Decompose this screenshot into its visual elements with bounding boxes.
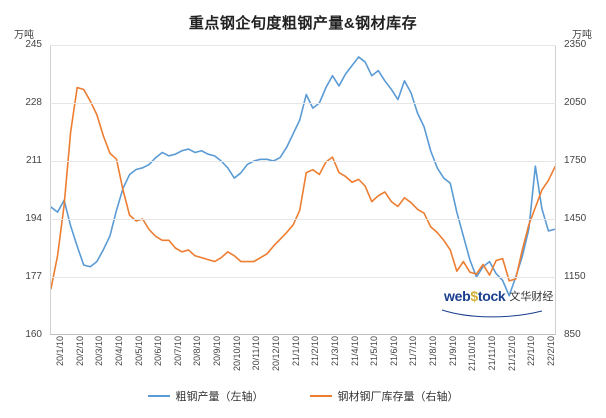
x-tick-label: 20/12/10 [271,336,281,372]
left-axis-tick-labels: 160 177 194 211 228 245 [0,39,46,340]
right-tick-label: 1750 [564,155,587,166]
watermark-logo: web$tock [444,288,506,304]
x-tick-label: 20/2/10 [74,336,85,367]
x-tick-label: 21/9/10 [447,336,458,367]
legend-swatch [309,395,332,397]
gridline [50,45,556,46]
x-tick-label: 21/8/10 [428,336,439,367]
x-axis-tick-labels: 20/1/10 20/2/10 20/3/10 20/4/10 20/5/10 20/6/… [50,336,556,396]
legend-label: 粗钢产量（左轴） [175,391,264,403]
gridline [50,103,556,104]
x-tick-label: 21/7/10 [408,336,419,367]
x-tick-label: 20/10/10 [231,336,242,372]
x-tick-label: 20/1/10 [55,336,65,367]
legend-label: 钢材钢厂库存量（右轴） [337,391,459,403]
x-tick-label: 20/5/10 [133,336,144,367]
left-tick-label: 160 [25,329,42,340]
gridline [50,161,556,162]
right-tick-label: 2350 [564,39,587,50]
right-tick-label: 850 [564,329,581,340]
x-tick-label: 20/9/10 [212,336,223,367]
chart-legend: 粗钢产量（左轴） 钢材钢厂库存量（右轴） [0,388,606,404]
right-axis-tick-labels: 850 1150 1450 1750 2050 2350 [560,39,606,340]
x-tick-label: 21/4/10 [349,336,360,367]
x-tick-label: 22/1/10 [526,336,537,367]
x-tick-label: 20/7/10 [172,336,183,367]
gridline [50,277,556,278]
legend-item[interactable]: 粗钢产量（左轴） [147,388,264,404]
right-tick-label: 1150 [564,271,586,282]
left-tick-label: 245 [25,39,42,50]
plot-border [50,45,556,335]
x-tick-label: 21/5/10 [369,336,380,367]
x-tick-label: 22/2/10 [545,336,556,367]
watermark-text: 文华财经 [509,291,554,303]
x-tick-label: 21/1/10 [290,336,301,367]
x-tick-label: 20/11/10 [251,336,262,371]
x-tick-label: 21/3/10 [329,336,340,367]
left-tick-label: 228 [25,97,42,108]
x-tick-label: 20/8/10 [192,336,203,367]
legend-item[interactable]: 钢材钢厂库存量（右轴） [309,388,459,404]
plot-area [50,45,556,335]
x-tick-label: 21/2/10 [310,336,321,367]
left-tick-label: 211 [26,155,42,166]
right-axis-unit: 万吨 [572,30,592,41]
x-tick-label: 21/11/10 [487,336,497,371]
legend-swatch [147,395,170,397]
left-tick-label: 177 [25,271,42,282]
x-tick-label: 20/3/10 [94,336,105,367]
gridline [50,219,556,220]
right-tick-label: 1450 [564,213,587,224]
watermark-underline [441,309,543,318]
x-tick-label: 20/6/10 [153,336,164,367]
watermark: web$tock 文华财经 [444,288,553,304]
left-tick-label: 194 [25,213,42,224]
right-tick-label: 2050 [564,97,587,108]
x-tick-label: 21/10/10 [467,336,478,372]
x-tick-label: 20/4/10 [113,336,124,367]
left-axis-unit: 万吨 [14,30,34,41]
series-line-crude-steel-output [50,56,556,297]
x-tick-label: 21/12/10 [506,336,517,372]
x-tick-label: 21/6/10 [388,336,399,367]
chart-title: 重点钢企旬度粗钢产量&钢材库存 [188,15,418,32]
